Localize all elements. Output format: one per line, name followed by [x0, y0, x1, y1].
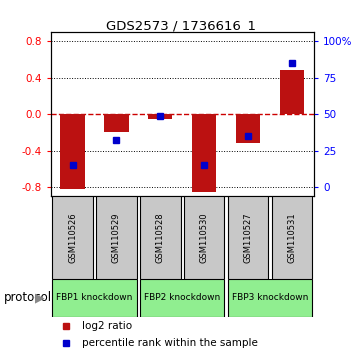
Bar [228, 196, 268, 279]
Bar [280, 70, 304, 114]
Text: GDS2573 / 1736616_1: GDS2573 / 1736616_1 [105, 19, 256, 33]
Text: GSM110526: GSM110526 [68, 212, 77, 263]
Text: GSM110529: GSM110529 [112, 212, 121, 263]
Bar [228, 279, 312, 317]
Text: GSM110528: GSM110528 [156, 212, 165, 263]
Text: FBP1 knockdown: FBP1 knockdown [56, 293, 132, 302]
Bar [104, 114, 129, 132]
Bar [140, 196, 180, 279]
Text: protocol: protocol [4, 291, 52, 304]
Bar [52, 196, 93, 279]
Text: FBP3 knockdown: FBP3 knockdown [232, 293, 308, 302]
Bar [52, 279, 136, 317]
Bar [60, 114, 84, 189]
Bar [148, 114, 173, 119]
Text: GSM110531: GSM110531 [288, 212, 297, 263]
Bar [236, 114, 260, 143]
Text: percentile rank within the sample: percentile rank within the sample [82, 338, 258, 348]
Bar [192, 114, 216, 192]
Text: log2 ratio: log2 ratio [82, 321, 132, 331]
Bar [272, 196, 312, 279]
Text: GSM110530: GSM110530 [200, 212, 209, 263]
Bar [140, 279, 225, 317]
Text: FBP2 knockdown: FBP2 knockdown [144, 293, 221, 302]
Bar [96, 196, 136, 279]
Text: ▶: ▶ [35, 291, 45, 304]
Text: GSM110527: GSM110527 [244, 212, 253, 263]
Bar [184, 196, 225, 279]
